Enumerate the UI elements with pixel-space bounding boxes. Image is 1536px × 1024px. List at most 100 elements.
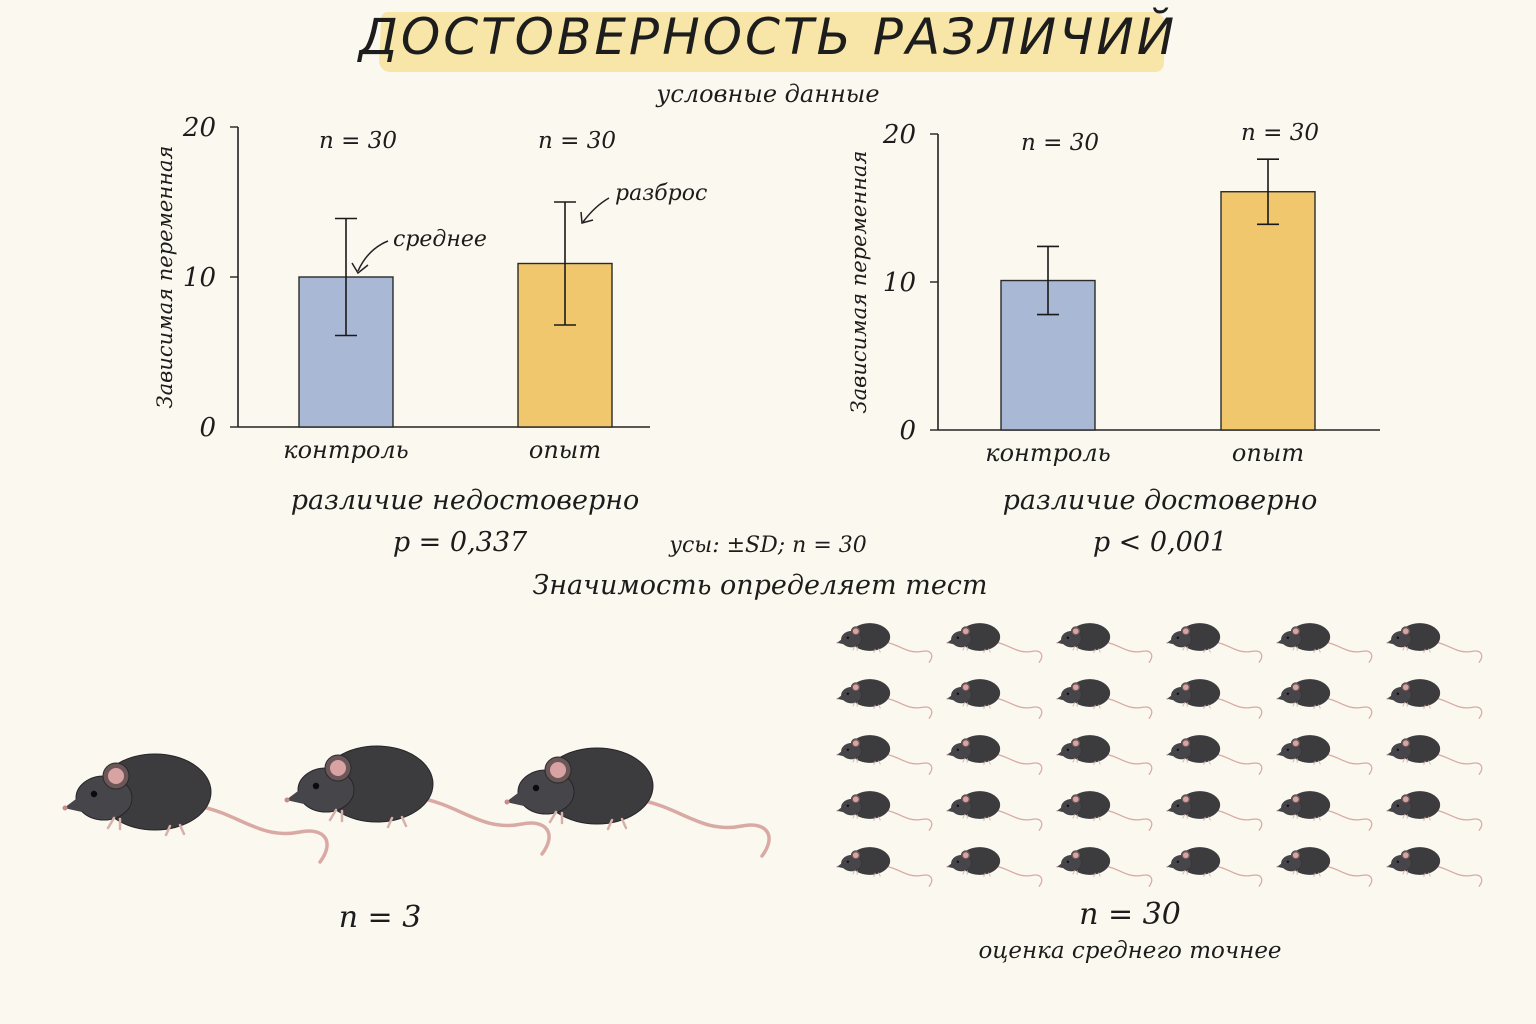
mice-small-label: n = 3: [338, 900, 422, 935]
mouse-eye: [1286, 860, 1289, 863]
mouse-ear-inner: [852, 684, 859, 691]
mouse-feet: [328, 808, 408, 829]
annotation-spread: разброс: [615, 181, 707, 206]
mouse-tail: [1324, 809, 1373, 831]
mouse-tail: [884, 641, 933, 663]
chart-2: 0 10 20 Зависимая переменная контроль n = 30 о…: [847, 120, 1380, 467]
mouse-snout: [1387, 806, 1394, 813]
mouse-small: [946, 679, 1043, 719]
mouse-snout: [837, 806, 844, 813]
mouse-eye: [1066, 748, 1069, 751]
mouse-nose: [1056, 809, 1059, 812]
mouse-small: [1166, 791, 1263, 831]
mouse-feet: [852, 813, 881, 821]
mouse-tail: [884, 865, 933, 887]
mouse-nose: [1166, 753, 1169, 756]
mouse-feet: [852, 869, 881, 877]
mouse-snout: [1167, 638, 1174, 645]
mouse-ear-inner: [1402, 684, 1409, 691]
chart2-x-tick-label-2: опыт: [1232, 439, 1304, 467]
mouse-feet: [1072, 645, 1101, 653]
mouse-feet: [548, 810, 628, 831]
mouse-feet: [1402, 813, 1431, 821]
mouse-nose: [1276, 865, 1279, 868]
mouse-ear-inner: [1072, 796, 1079, 803]
mouse-snout: [837, 862, 844, 869]
mouse-nose: [1166, 697, 1169, 700]
mouse-nose: [1056, 697, 1059, 700]
mouse-ear-inner: [1072, 628, 1079, 635]
mouse-snout: [1387, 638, 1394, 645]
mouse-small: [1166, 735, 1263, 775]
mouse-ear-inner: [852, 628, 859, 635]
mouse-eye: [1396, 860, 1399, 863]
mouse-eye: [956, 636, 959, 639]
mouse-nose: [946, 809, 949, 812]
mouse-tail: [994, 865, 1043, 887]
mouse-ear-inner: [962, 684, 969, 691]
mouse-feet: [962, 813, 991, 821]
mouse-tail: [196, 804, 329, 864]
mouse-eye: [1286, 804, 1289, 807]
mouse-eye: [956, 692, 959, 695]
mouse-nose: [836, 809, 839, 812]
mouse-nose: [1056, 641, 1059, 644]
mouse-nose: [946, 753, 949, 756]
mouse-small: [836, 679, 933, 719]
mean-arrowhead: [351, 262, 369, 275]
mouse-ear-inner: [1292, 796, 1299, 803]
mouse-eye: [846, 692, 849, 695]
mouse-small: [1166, 623, 1263, 663]
mouse-tail: [1214, 753, 1263, 775]
mouse-eye: [846, 636, 849, 639]
mouse-feet: [1182, 813, 1211, 821]
mouse-large: [504, 747, 771, 858]
mice-large-note: оценка среднего точнее: [978, 938, 1282, 964]
mouse-snout: [1277, 638, 1284, 645]
mouse-tail: [884, 753, 933, 775]
mouse-feet: [1402, 701, 1431, 709]
mouse-snout: [1057, 694, 1064, 701]
mouse-snout: [1387, 750, 1394, 757]
mouse-small: [1056, 679, 1153, 719]
mouse-tail: [1214, 809, 1263, 831]
chart2-caption: различие достоверно: [1002, 485, 1318, 516]
mouse-tail: [1434, 697, 1483, 719]
mouse-nose: [1276, 753, 1279, 756]
mouse-tail: [1434, 641, 1483, 663]
mouse-ear-inner: [962, 796, 969, 803]
mouse-ear-inner: [1072, 684, 1079, 691]
chart2-p-value: p < 0,001: [1092, 527, 1228, 558]
mouse-feet: [1402, 869, 1431, 877]
mouse-eye: [956, 804, 959, 807]
mouse-tail: [1214, 697, 1263, 719]
mouse-ear-inner: [962, 852, 969, 859]
mouse-nose: [836, 697, 839, 700]
mouse-tail: [884, 697, 933, 719]
mouse-ear-inner: [852, 740, 859, 747]
mouse-snout: [947, 862, 954, 869]
mouse-tail: [1104, 865, 1153, 887]
mouse-ear-inner: [1402, 628, 1409, 635]
mouse-nose: [1386, 809, 1389, 812]
mouse-small: [836, 735, 933, 775]
mouse-feet: [852, 645, 881, 653]
mouse-ear-inner: [330, 760, 346, 776]
chart1-y-tick-label: 0: [199, 413, 216, 443]
mouse-snout: [1277, 806, 1284, 813]
mouse-tail: [638, 798, 771, 858]
mouse-small: [1056, 623, 1153, 663]
spread-arrow: [582, 197, 610, 223]
mouse-feet: [852, 701, 881, 709]
mouse-ear-inner: [962, 740, 969, 747]
mouse-ear-inner: [1402, 740, 1409, 747]
mouse-eye: [1286, 692, 1289, 695]
mouse-ear-inner: [1182, 796, 1189, 803]
mouse-nose: [1386, 865, 1389, 868]
mouse-small: [1386, 623, 1483, 663]
mouse-eye: [312, 782, 320, 790]
mouse-nose: [1056, 753, 1059, 756]
mouse-snout: [1167, 694, 1174, 701]
